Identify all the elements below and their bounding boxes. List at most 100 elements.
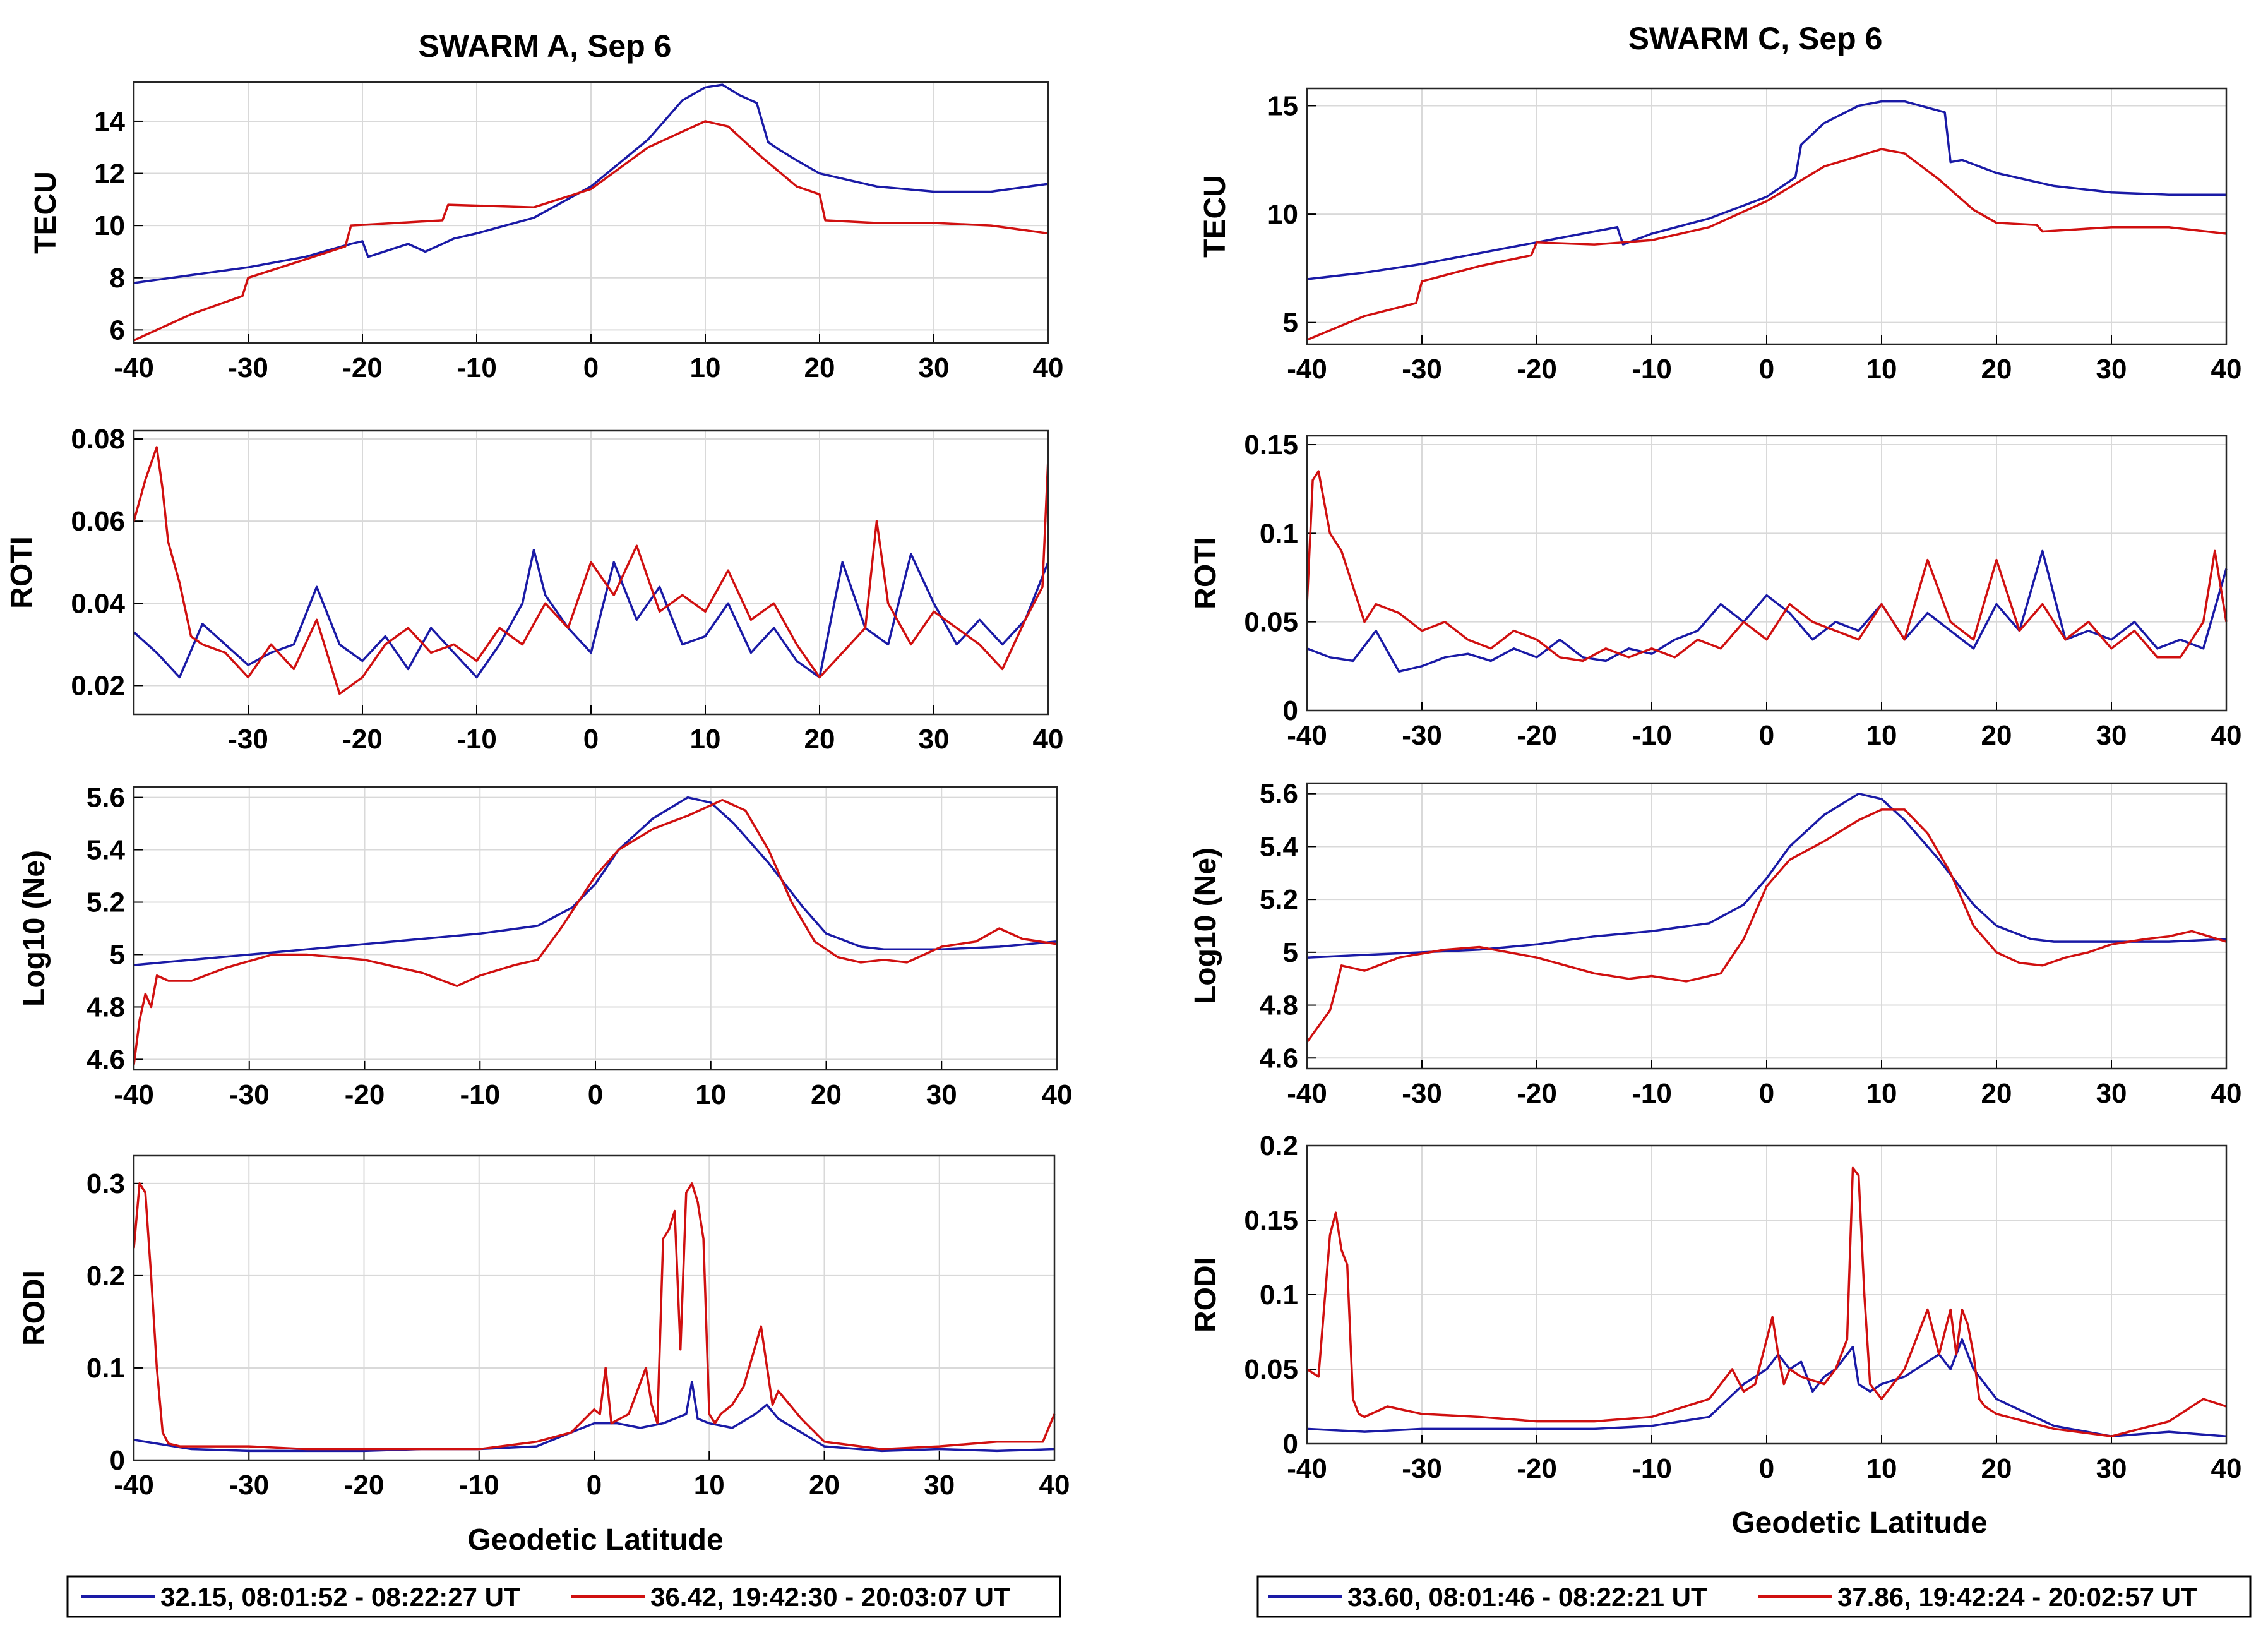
x-tick-label: 40 <box>1039 1470 1070 1501</box>
y-tick-label: 0.2 <box>87 1261 125 1292</box>
y-tick-label: 0.08 <box>71 424 125 455</box>
x-tick-label: 10 <box>1866 354 1897 385</box>
x-tick-label: -30 <box>229 1079 270 1110</box>
y-tick-label: 4.6 <box>87 1044 125 1075</box>
x-tick-label: -10 <box>1632 354 1672 385</box>
axes-frame <box>133 429 1049 716</box>
y-tick-label: 14 <box>94 106 125 137</box>
y-tick-label: 8 <box>110 263 125 294</box>
x-tick-label: 10 <box>690 724 721 755</box>
series-line-blue <box>1306 549 2228 673</box>
x-tick-label: -20 <box>1517 720 1557 751</box>
legend-right-box <box>1256 1575 2252 1618</box>
y-axis-label: ROTI <box>1189 537 1222 609</box>
panel-7: -40 -30 -20 -10 0 10 20 30 40 0 0.05 0.1 0.15 0.2 RODI <box>1189 1130 2241 1484</box>
x-tick-label: -10 <box>459 1470 499 1501</box>
y-axis-label: TECU <box>1198 175 1232 258</box>
panel-1: -40 -30 -20 -10 0 10 20 30 40 5 10 15 TECU <box>1198 87 2241 385</box>
x-tick-label: -20 <box>1517 1453 1557 1484</box>
x-tick-label: 30 <box>2096 1453 2127 1484</box>
legend-left-box <box>66 1575 1061 1618</box>
series-line-red <box>1306 808 2227 1043</box>
x-tick-label: -40 <box>1287 720 1327 751</box>
panel-5: -40 -30 -20 -10 0 10 20 30 40 4.6 4.8 5 5.2 5.4 5.6 Log… <box>1189 779 2241 1109</box>
y-tick-label: 5 <box>1283 308 1298 339</box>
y-axis-label: Log10 (Ne) <box>1189 848 1222 1004</box>
x-tick-label: 0 <box>1759 720 1774 751</box>
x-tick-label: 20 <box>1981 720 2012 751</box>
x-tick-label: 20 <box>1981 1453 2012 1484</box>
y-tick-label: 0.3 <box>87 1168 125 1199</box>
x-tick-label: 10 <box>690 352 721 383</box>
y-tick-label: 0.15 <box>1244 429 1298 460</box>
y-tick-label: 0.06 <box>71 506 125 537</box>
title-swarm-a: SWARM A, Sep 6 <box>419 28 672 64</box>
axes-frame <box>1306 87 2228 345</box>
x-tick-label: 40 <box>1042 1079 1073 1110</box>
axes-frame <box>1306 435 2228 712</box>
x-tick-label: 20 <box>804 724 835 755</box>
series-line-red <box>133 446 1049 695</box>
x-tick-label: 30 <box>919 724 950 755</box>
x-tick-label: -30 <box>1402 1078 1442 1109</box>
x-tick-label: 10 <box>694 1470 725 1501</box>
panel-0: -40 -30 -20 -10 0 10 20 30 40 6 8 10 12 14 TECU <box>29 81 1064 383</box>
legend-left: 32.15, 08:01:52 - 08:22:27 UT 36.42, 19:… <box>66 1575 1061 1618</box>
x-tick-label: -40 <box>114 1470 154 1501</box>
x-tick-label: 40 <box>1033 352 1064 383</box>
x-tick-label: 0 <box>1759 1078 1774 1109</box>
y-tick-label: 4.6 <box>1260 1043 1298 1074</box>
y-tick-label: 0.1 <box>87 1353 125 1384</box>
legend-left-label-red: 36.42, 19:42:30 - 20:03:07 UT <box>650 1582 1010 1612</box>
x-tick-label: -20 <box>344 1470 385 1501</box>
panel-4: -40 -30 -20 -10 0 10 20 30 40 4.6 4.8 5 5.2 5.4 5.6 Log… <box>18 783 1072 1110</box>
series-line-red <box>133 798 1058 1065</box>
series-line-blue <box>133 1381 1055 1453</box>
y-tick-label: 15 <box>1267 90 1298 121</box>
y-axis-label: RODI <box>1189 1257 1222 1333</box>
x-tick-label: 30 <box>924 1470 955 1501</box>
y-tick-label: 4.8 <box>1260 990 1298 1021</box>
x-tick-label: -40 <box>1287 1453 1327 1484</box>
y-tick-label: 5.6 <box>87 783 125 813</box>
y-tick-label: 5.2 <box>1260 884 1298 915</box>
x-tick-label: 0 <box>583 352 599 383</box>
y-tick-label: 0 <box>110 1445 125 1476</box>
x-tick-label: 20 <box>1981 354 2012 385</box>
y-tick-label: 0.15 <box>1244 1205 1298 1236</box>
x-tick-label: 40 <box>2211 720 2242 751</box>
x-tick-label: -40 <box>114 1079 154 1110</box>
y-tick-label: 5.4 <box>1260 831 1299 862</box>
x-tick-label: 10 <box>695 1079 726 1110</box>
x-tick-label: 10 <box>1866 1078 1897 1109</box>
y-tick-label: 12 <box>94 159 125 189</box>
x-tick-label: -30 <box>228 352 268 383</box>
x-tick-label: 30 <box>919 352 950 383</box>
y-tick-label: 5.6 <box>1260 779 1298 810</box>
x-tick-label: -20 <box>342 724 383 755</box>
x-tick-label: -10 <box>457 352 497 383</box>
x-tick-label: 20 <box>804 352 835 383</box>
series-line-blue <box>1306 792 2227 959</box>
x-tick-label: 40 <box>1033 724 1064 755</box>
y-tick-label: 0 <box>1283 1429 1298 1460</box>
axes-frame <box>133 1154 1056 1461</box>
y-tick-label: 10 <box>1267 199 1298 230</box>
series-line-blue <box>133 796 1058 966</box>
x-tick-label: -10 <box>457 724 497 755</box>
y-tick-label: 5.2 <box>87 887 125 918</box>
x-tick-label: 20 <box>811 1079 842 1110</box>
axes-frame <box>1306 782 2228 1070</box>
legend-right-label-red: 37.86, 19:42:24 - 20:02:57 UT <box>1837 1582 2197 1612</box>
xlabel-right: Geodetic Latitude <box>1731 1506 1987 1540</box>
x-tick-label: -30 <box>229 1470 269 1501</box>
x-tick-label: -30 <box>1402 720 1442 751</box>
axes-frame <box>1306 1144 2228 1445</box>
x-tick-label: 40 <box>2211 1453 2242 1484</box>
y-tick-label: 0.05 <box>1244 607 1298 638</box>
x-tick-label: 10 <box>1866 1453 1897 1484</box>
panel-3: -40 -30 -20 -10 0 10 20 30 40 0 0.05 0.1 0.15 ROTI <box>1189 429 2241 751</box>
legend-left-label-blue: 32.15, 08:01:52 - 08:22:27 UT <box>160 1582 520 1612</box>
x-tick-label: 30 <box>2096 354 2127 385</box>
